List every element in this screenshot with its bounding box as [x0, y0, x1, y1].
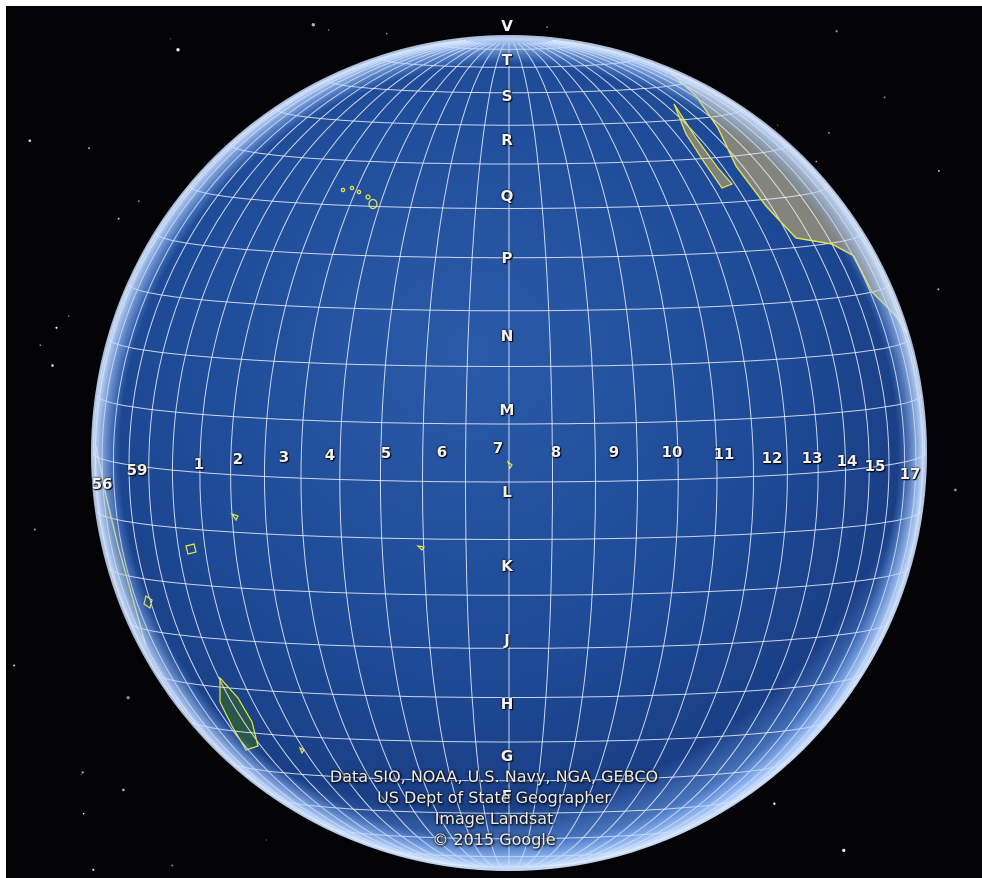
star	[13, 664, 16, 667]
star	[39, 344, 42, 346]
utm-zone-label: 5	[380, 444, 392, 462]
star	[33, 528, 36, 531]
star	[117, 217, 120, 220]
utm-zone-label: 17	[899, 465, 921, 483]
star	[55, 326, 58, 329]
star	[815, 160, 818, 163]
utm-zone-label: 1	[193, 455, 205, 473]
attribution-geographer: US Dept of State Geographer	[377, 788, 611, 807]
star	[265, 839, 267, 841]
star	[827, 131, 831, 135]
star	[81, 771, 84, 774]
utm-zone-label: 56	[91, 475, 113, 493]
utm-band-label: J	[504, 631, 510, 649]
star	[954, 488, 957, 492]
globe-atmosphere	[91, 35, 927, 871]
star	[176, 48, 180, 52]
star	[170, 38, 172, 40]
utm-zone-label: 13	[801, 449, 823, 467]
star	[776, 124, 779, 126]
star	[773, 802, 776, 805]
starfield	[13, 23, 957, 871]
utm-band-label: H	[500, 695, 514, 713]
utm-zone-label: 14	[836, 452, 858, 470]
utm-zone-label: 12	[761, 449, 783, 467]
attribution-copyright: © 2015 Google	[432, 830, 556, 849]
utm-band-label: M	[499, 401, 515, 419]
utm-band-label: Q	[500, 187, 514, 205]
utm-band-label: L	[502, 483, 512, 501]
utm-band-label: K	[501, 557, 513, 575]
star	[82, 812, 85, 815]
utm-band-label: G	[500, 747, 514, 765]
utm-zone-label: 8	[550, 443, 562, 461]
attribution-imagery: Image Landsat	[434, 809, 554, 828]
utm-zone-label: 11	[713, 445, 735, 463]
utm-zone-label: 4	[324, 446, 336, 464]
star	[67, 315, 70, 317]
attribution-data: Data SIO, NOAA, U.S. Navy, NGA, GEBCO	[329, 767, 659, 786]
star	[51, 364, 54, 367]
utm-band-label: N	[500, 327, 514, 345]
utm-band-label: S	[501, 87, 513, 105]
star	[122, 788, 125, 792]
star	[386, 33, 388, 35]
utm-zone-label: 6	[436, 443, 448, 461]
utm-zone-label: 7	[492, 439, 504, 457]
star	[171, 864, 174, 867]
star	[328, 29, 330, 31]
star	[137, 200, 140, 203]
utm-zone-label: 3	[278, 448, 290, 466]
utm-zone-label: 15	[864, 457, 886, 475]
utm-zone-label: 9	[608, 443, 620, 461]
star	[842, 848, 846, 853]
globe-scene[interactable]	[6, 6, 982, 878]
star	[835, 30, 838, 33]
utm-band-label: P	[501, 249, 513, 267]
map-attribution: Data SIO, NOAA, U.S. Navy, NGA, GEBCO US…	[6, 766, 982, 850]
star	[28, 139, 32, 143]
utm-zone-label: 2	[232, 450, 244, 468]
star	[92, 868, 95, 871]
star	[80, 773, 82, 775]
star	[937, 288, 940, 291]
star	[937, 169, 940, 172]
star	[883, 96, 886, 99]
star	[87, 147, 91, 150]
star	[126, 696, 130, 700]
utm-band-label: R	[501, 131, 513, 149]
star	[311, 23, 315, 27]
star	[546, 26, 549, 28]
utm-zone-label: 59	[126, 461, 148, 479]
utm-band-label: V	[501, 17, 513, 35]
utm-band-label: T	[501, 51, 513, 69]
utm-zone-label: 10	[661, 443, 683, 461]
utm-band-label: F	[501, 787, 513, 805]
